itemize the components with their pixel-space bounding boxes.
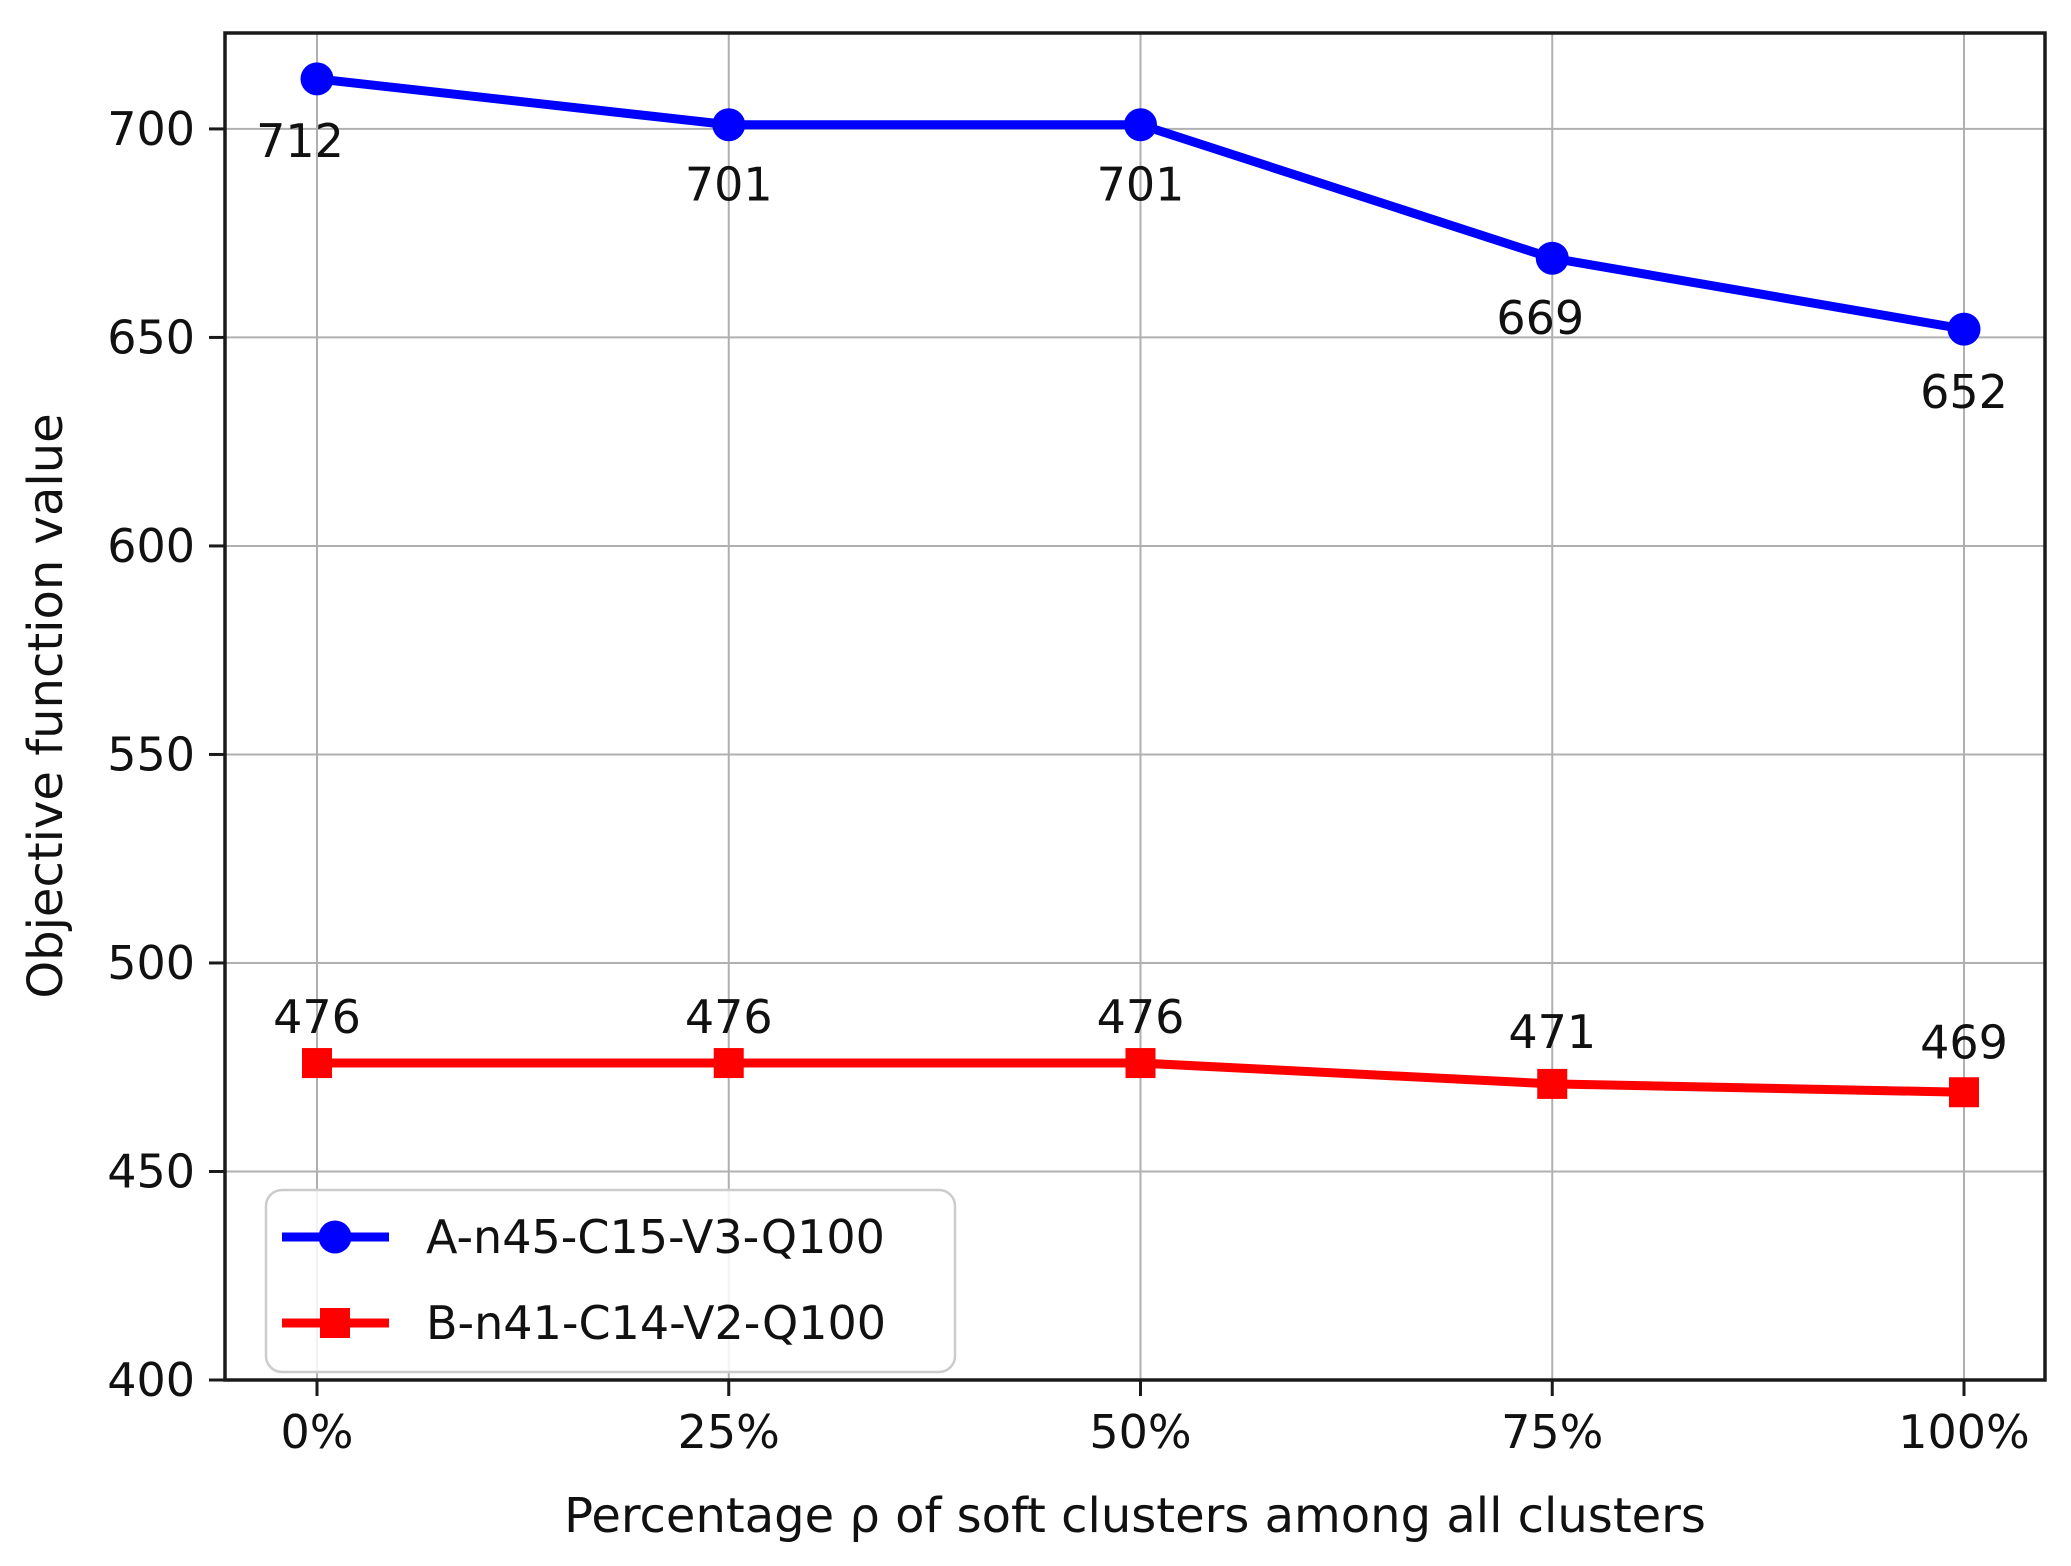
point-label: 669 — [1496, 291, 1584, 345]
data-point-marker-square — [1537, 1068, 1568, 1099]
x-tick-label: 0% — [281, 1405, 354, 1459]
x-tick-label: 25% — [678, 1405, 780, 1459]
y-axis-title: Objective function value — [18, 413, 74, 998]
point-label: 701 — [1097, 158, 1185, 212]
legend-label: A-n45-C15-V3-Q100 — [426, 1210, 885, 1264]
data-point-marker-circle — [1535, 241, 1569, 275]
data-point-marker-square — [713, 1048, 744, 1079]
data-point-marker-circle — [1124, 108, 1157, 142]
y-tick-label: 650 — [107, 310, 195, 364]
data-point-marker-square — [1125, 1048, 1156, 1079]
axes-layer — [209, 31, 2047, 1396]
data-point-marker-square — [1949, 1077, 1979, 1108]
plot-border — [223, 31, 2047, 1382]
legend-marker-circle — [318, 1220, 352, 1254]
tick-labels-layer: 0% 25% 50% 75% 100% 400 450 500 550 600 650 700 — [107, 102, 2030, 1459]
y-tick-label: 600 — [107, 519, 195, 573]
point-label: 701 — [685, 158, 773, 212]
legend-marker-square — [320, 1308, 350, 1338]
y-tick-label: 500 — [107, 936, 195, 990]
data-point-marker-square — [302, 1048, 332, 1079]
x-tick-label: 75% — [1501, 1405, 1603, 1459]
data-point-marker-circle — [712, 108, 746, 142]
y-tick-label: 550 — [107, 727, 195, 781]
series-layer — [300, 62, 1981, 1108]
point-label: 652 — [1920, 365, 2008, 419]
x-tick-label: 100% — [1898, 1405, 2030, 1459]
point-label: 476 — [273, 990, 361, 1044]
point-label: 469 — [1920, 1015, 2008, 1069]
data-point-marker-circle — [1947, 312, 1981, 346]
x-tick-label: 50% — [1089, 1405, 1191, 1459]
x-axis-title: Percentage ρ of soft clusters among all … — [564, 1488, 1706, 1544]
point-label: 476 — [685, 990, 773, 1044]
y-tick-label: 450 — [107, 1144, 195, 1198]
data-point-marker-circle — [300, 62, 334, 96]
y-tick-label: 700 — [107, 102, 195, 156]
legend-box — [264, 1188, 957, 1374]
point-label: 471 — [1508, 1005, 1596, 1059]
point-label: 712 — [256, 114, 344, 168]
y-tick-label: 400 — [107, 1353, 195, 1407]
point-labels-layer: 712 701 701 669 652 476 476 476 471 469 — [256, 114, 2008, 1069]
grid-layer — [225, 33, 2045, 1381]
legend: A-n45-C15-V3-Q100 B-n41-C14-V2-Q100 — [264, 1188, 957, 1374]
legend-label: B-n41-C14-V2-Q100 — [426, 1296, 886, 1350]
point-label: 476 — [1097, 990, 1185, 1044]
